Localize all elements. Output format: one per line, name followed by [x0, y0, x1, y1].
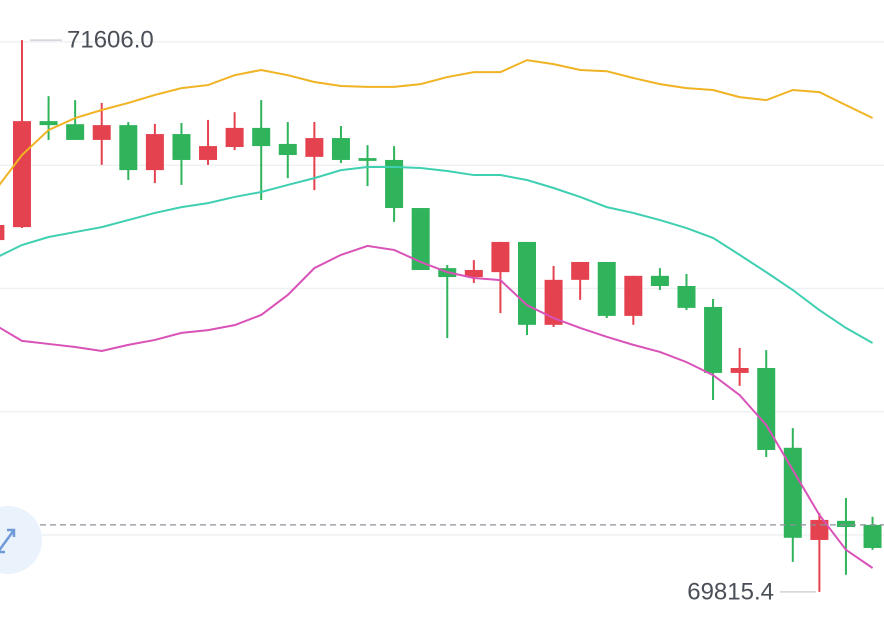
- annotation-label: 69815.4: [687, 578, 774, 605]
- candle-body: [331, 138, 350, 160]
- candle-body: [119, 125, 138, 171]
- candle-body: [252, 127, 271, 147]
- zoom-button-bg: [0, 506, 42, 574]
- candle-body: [757, 367, 776, 450]
- band-line: [0, 244, 874, 569]
- candle-body: [385, 159, 404, 209]
- band-line: [0, 59, 873, 186]
- candle-body: [836, 520, 855, 528]
- candle-body: [783, 447, 802, 538]
- candle-body: [39, 121, 58, 126]
- candle-body: [863, 524, 882, 548]
- zoom-icon: [0, 528, 16, 554]
- candle-body: [278, 143, 297, 156]
- candle-body: [677, 286, 696, 308]
- candle-body: [464, 269, 483, 278]
- candle-body: [411, 208, 430, 270]
- candle-body: [305, 138, 324, 157]
- zoom-button[interactable]: [0, 506, 42, 574]
- band-line: [0, 166, 874, 344]
- candle-body: [730, 367, 749, 373]
- candle-body: [704, 306, 723, 373]
- candle-body: [0, 224, 5, 241]
- annotation-label: 71606.0: [67, 26, 154, 53]
- candle-body: [491, 241, 510, 273]
- candle-body: [12, 121, 31, 228]
- candle-body: [145, 134, 164, 171]
- candle-body: [624, 275, 643, 316]
- candle-body: [518, 241, 536, 325]
- candle-body: [597, 261, 616, 316]
- candle-body: [358, 158, 377, 161]
- candle-body: [544, 279, 563, 325]
- candle-body: [571, 261, 590, 280]
- candle-body: [172, 134, 191, 160]
- candle-body: [92, 125, 111, 140]
- candle-body: [225, 127, 244, 148]
- candle-body: [199, 146, 218, 160]
- candle-body: [650, 275, 669, 287]
- candle-body: [66, 124, 85, 140]
